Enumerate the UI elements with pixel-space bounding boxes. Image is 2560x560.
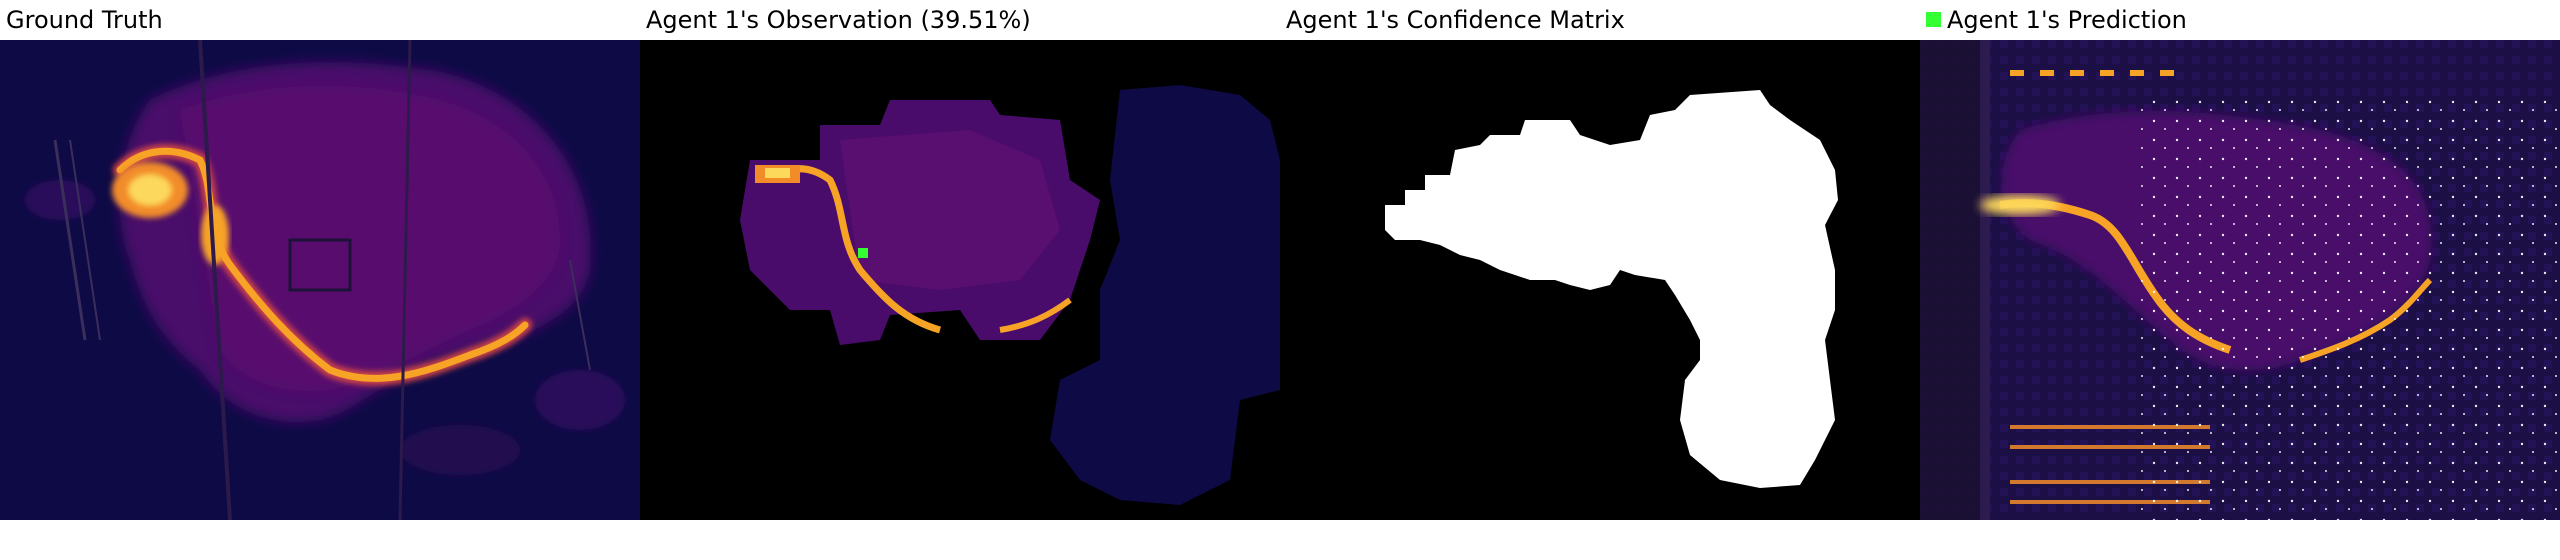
prediction-legend-swatch [1926, 11, 1941, 27]
panel-title-prediction: Agent 1's Prediction [1947, 6, 2187, 34]
ground-truth-image [0, 40, 640, 520]
panel-title-confidence: Agent 1's Confidence Matrix [1286, 6, 1625, 34]
prediction-image [1920, 40, 2560, 520]
agent-marker [858, 248, 868, 258]
confidence-matrix-image [1280, 40, 1920, 520]
panel-title-prediction-wrap: Agent 1's Prediction [1926, 2, 2187, 38]
panel-title-ground-truth: Ground Truth [6, 6, 163, 34]
panel-title-observation: Agent 1's Observation (39.51%) [646, 6, 1031, 34]
observation-image [640, 40, 1280, 520]
